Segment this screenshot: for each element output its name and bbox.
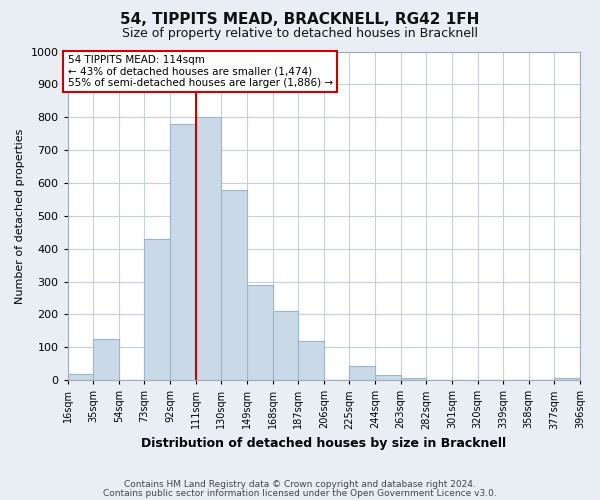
Bar <box>145 240 170 380</box>
Bar <box>349 366 375 380</box>
Bar <box>401 378 426 380</box>
Bar <box>272 311 298 380</box>
Bar <box>93 339 119 380</box>
Bar <box>247 285 272 380</box>
Bar <box>298 340 324 380</box>
Text: Size of property relative to detached houses in Bracknell: Size of property relative to detached ho… <box>122 28 478 40</box>
Text: Contains HM Land Registry data © Crown copyright and database right 2024.: Contains HM Land Registry data © Crown c… <box>124 480 476 489</box>
Text: 54, TIPPITS MEAD, BRACKNELL, RG42 1FH: 54, TIPPITS MEAD, BRACKNELL, RG42 1FH <box>121 12 479 28</box>
Bar <box>170 124 196 380</box>
Text: Contains public sector information licensed under the Open Government Licence v3: Contains public sector information licen… <box>103 488 497 498</box>
Bar <box>554 378 580 380</box>
Bar <box>221 190 247 380</box>
X-axis label: Distribution of detached houses by size in Bracknell: Distribution of detached houses by size … <box>141 437 506 450</box>
Text: 54 TIPPITS MEAD: 114sqm
← 43% of detached houses are smaller (1,474)
55% of semi: 54 TIPPITS MEAD: 114sqm ← 43% of detache… <box>68 55 333 88</box>
Bar <box>68 374 93 380</box>
Bar <box>196 117 221 380</box>
Y-axis label: Number of detached properties: Number of detached properties <box>15 128 25 304</box>
Bar <box>375 375 401 380</box>
